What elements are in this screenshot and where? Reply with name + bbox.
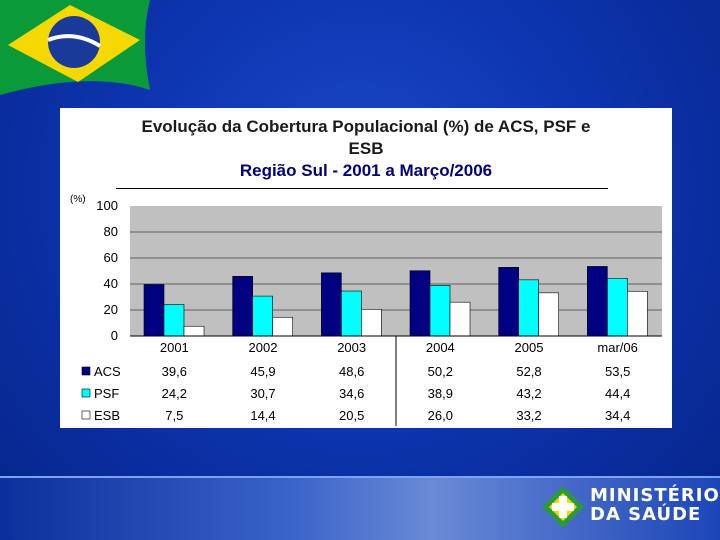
data-table-cell: 33,2 — [516, 408, 541, 423]
data-table-cell: 34,4 — [605, 408, 630, 423]
bar-acs-2001 — [143, 284, 165, 337]
data-table-cell: 34,6 — [339, 386, 364, 401]
bar-psf-mar/06 — [607, 277, 628, 337]
data-table-cell: 20,5 — [339, 408, 364, 423]
chart-title: Evolução da Cobertura Populacional (%) d… — [60, 116, 672, 182]
data-table-cell: 26,0 — [428, 408, 453, 423]
data-table-cell: 38,9 — [428, 386, 453, 401]
plot-area — [130, 206, 662, 336]
bar-acs-2002 — [232, 276, 253, 337]
coverage-bar-chart: 0 20 40 60 80 100 (%) 2001 2002 2003 2004 2005 mar/0… — [70, 194, 662, 426]
bar-psf-2005 — [518, 279, 539, 337]
y-axis-label: (%) — [70, 194, 86, 205]
legend-label-esb: ESB — [94, 408, 120, 423]
bar-psf-2002 — [252, 295, 273, 337]
bar-psf-2003 — [341, 290, 362, 337]
bar-esb-2003 — [361, 309, 382, 337]
legend-swatch-psf — [81, 388, 91, 398]
ministerio-saude-logo-icon — [542, 486, 584, 528]
bar-acs-mar/06 — [587, 266, 608, 337]
bar-esb-2002 — [272, 316, 293, 337]
title-line-2: ESB — [348, 139, 384, 158]
title-line-3: Região Sul - 2001 a Março/2006 — [239, 161, 493, 180]
legend-swatch-esb — [81, 410, 91, 420]
y-tick-label: 20 — [104, 302, 118, 317]
data-table-cell: 30,7 — [250, 386, 275, 401]
data-table-cell: 53,5 — [605, 364, 630, 379]
data-table-cell: 7,5 — [165, 408, 183, 423]
bar-esb-2001 — [183, 325, 205, 337]
x-tick-label: 2004 — [426, 340, 455, 355]
legend-label-psf: PSF — [94, 386, 119, 401]
data-table-cell: 39,6 — [162, 364, 187, 379]
data-table-cell: 48,6 — [339, 364, 364, 379]
bar-psf-2001 — [163, 304, 185, 337]
data-table-cell: 14,4 — [250, 408, 275, 423]
x-tick-label: 2005 — [515, 340, 544, 355]
bar-acs-2003 — [321, 272, 342, 337]
y-tick-label: 40 — [104, 276, 118, 291]
x-tick-label: 2003 — [337, 340, 366, 355]
y-tick-label: 60 — [104, 250, 118, 265]
data-table-cell: 44,4 — [605, 386, 630, 401]
bar-psf-2004 — [429, 285, 451, 337]
bar-esb-2004 — [449, 301, 471, 337]
bar-esb-2005 — [538, 292, 559, 337]
y-tick-label: 80 — [104, 224, 118, 239]
title-divider — [116, 188, 608, 189]
bar-acs-2004 — [409, 270, 431, 337]
data-table-cell: 43,2 — [516, 386, 541, 401]
data-table-cell: 52,8 — [516, 364, 541, 379]
legend-swatch-acs — [81, 366, 91, 376]
data-table-cell: 50,2 — [428, 364, 453, 379]
y-tick-label: 0 — [111, 328, 118, 343]
bar-esb-mar/06 — [627, 290, 648, 337]
ministerio-saude-wordmark: MINISTÉRIO DA SAÚDE — [590, 486, 720, 524]
data-table-cell: 24,2 — [162, 386, 187, 401]
wordmark-line-2: DA SAÚDE — [590, 504, 702, 525]
x-tick-label: 2001 — [160, 340, 189, 355]
legend-label-acs: ACS — [94, 364, 121, 379]
x-tick-label: mar/06 — [597, 340, 637, 355]
data-table-cell: 45,9 — [250, 364, 275, 379]
x-tick-label: 2002 — [249, 340, 278, 355]
y-tick-label: 100 — [96, 198, 118, 213]
footer-divider — [0, 476, 720, 478]
bar-acs-2005 — [498, 267, 519, 337]
wordmark-line-1: MINISTÉRIO — [590, 485, 720, 506]
footer-band — [0, 478, 720, 540]
title-line-1: Evolução da Cobertura Populacional (%) d… — [141, 117, 591, 136]
brazil-flag-icon — [0, 0, 150, 95]
